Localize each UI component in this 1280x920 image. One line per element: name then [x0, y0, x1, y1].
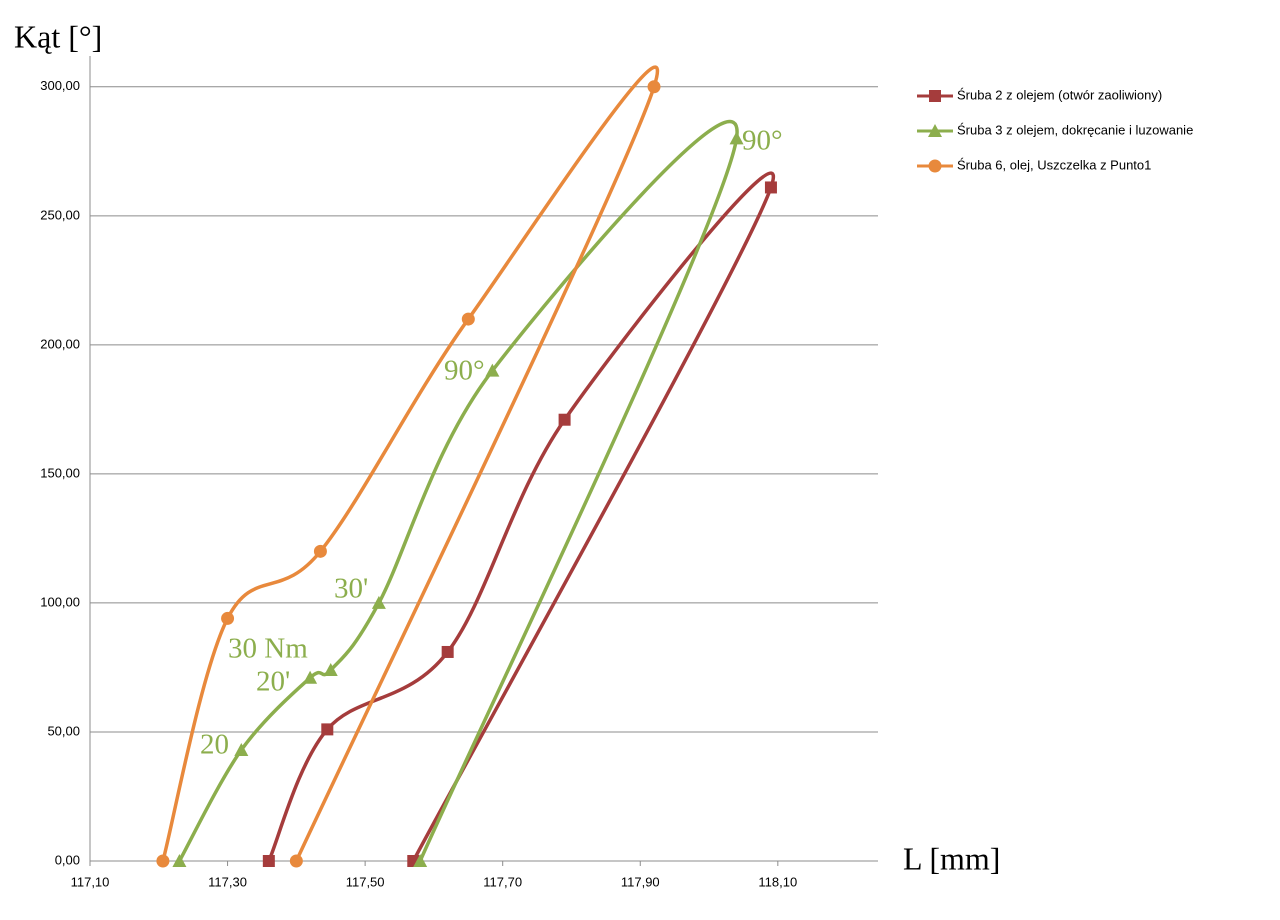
- marker: [156, 854, 170, 868]
- y-tick-label: 300,00: [40, 78, 80, 93]
- marker: [234, 743, 249, 757]
- annotation: 90°: [444, 355, 485, 387]
- y-tick-label: 50,00: [47, 723, 80, 738]
- legend-label: Śruba 2 z olejem (otwór zaoliwiony): [957, 87, 1162, 102]
- marker: [172, 854, 187, 867]
- marker: [729, 131, 744, 145]
- series-line: [177, 119, 739, 862]
- marker: [413, 854, 428, 867]
- legend-marker: [928, 159, 942, 173]
- marker: [321, 723, 334, 736]
- series-line: [267, 171, 775, 862]
- marker: [289, 854, 303, 868]
- legend-label: Śruba 6, olej, Uszczelka z Punto1: [957, 157, 1151, 172]
- marker: [558, 413, 571, 426]
- series-line: [161, 65, 660, 862]
- x-axis-title: L [mm]: [903, 840, 1000, 876]
- marker: [313, 544, 327, 558]
- x-tick-label: 117,70: [483, 874, 522, 889]
- marker: [461, 312, 475, 326]
- annotation: 30': [334, 573, 368, 605]
- x-tick-label: 117,30: [208, 874, 247, 889]
- annotation: 90°: [742, 125, 783, 157]
- x-tick-label: 117,50: [346, 874, 385, 889]
- marker: [262, 855, 275, 867]
- annotation: 20: [200, 729, 229, 761]
- marker: [441, 645, 454, 658]
- y-axis-title: Kąt [°]: [14, 18, 102, 54]
- y-tick-label: 200,00: [40, 336, 80, 351]
- marker: [371, 595, 386, 609]
- marker: [303, 670, 318, 684]
- x-tick-label: 118,10: [758, 874, 797, 889]
- y-tick-label: 0,00: [55, 852, 80, 867]
- legend-marker: [928, 124, 942, 137]
- annotation: 20': [256, 666, 290, 698]
- annotation: 30 Nm: [228, 633, 308, 665]
- marker: [221, 611, 235, 625]
- legend-marker: [929, 90, 941, 102]
- marker: [647, 80, 661, 94]
- x-tick-label: 117,10: [71, 874, 110, 889]
- y-tick-label: 250,00: [40, 207, 80, 222]
- x-tick-label: 117,90: [621, 874, 660, 889]
- marker: [764, 181, 777, 194]
- y-tick-label: 150,00: [40, 465, 80, 480]
- y-tick-label: 100,00: [40, 594, 80, 609]
- legend-label: Śruba 3 z olejem, dokręcanie i luzowanie: [957, 122, 1193, 137]
- marker: [323, 663, 338, 677]
- marker: [485, 363, 500, 377]
